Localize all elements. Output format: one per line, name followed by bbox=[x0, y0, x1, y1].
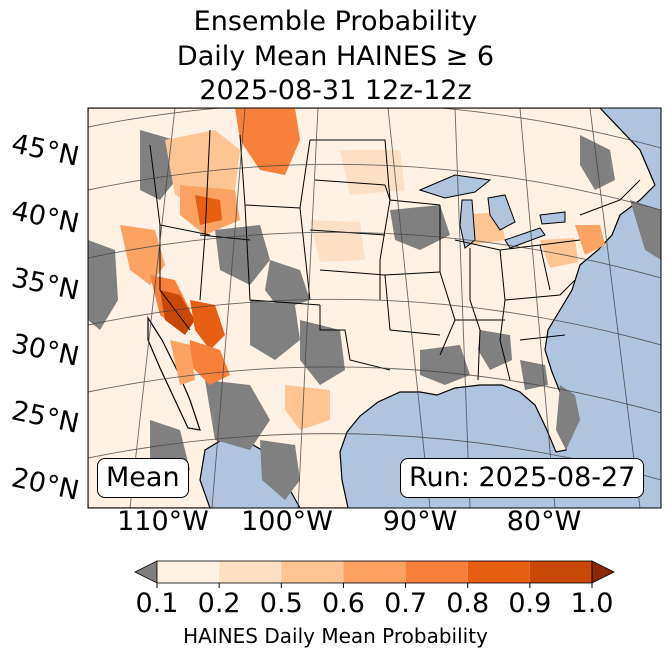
title-line-2: Daily Mean HAINES ≥ 6 bbox=[176, 41, 495, 72]
lake-superior bbox=[418, 174, 492, 199]
colorbar-over-arrow bbox=[591, 560, 615, 584]
lake-michigan bbox=[459, 199, 476, 249]
colorbar-segment bbox=[467, 561, 530, 583]
colorbar-tick-label: 0.1 bbox=[135, 588, 179, 619]
baja-peninsula bbox=[147, 315, 201, 431]
lon-label-100: 100°W bbox=[241, 506, 333, 537]
map-frame bbox=[87, 107, 662, 509]
colorbar-segment bbox=[219, 561, 282, 583]
run-label-box: Run: 2025-08-27 bbox=[400, 458, 645, 498]
colorbar-label: HAINES Daily Mean Probability bbox=[183, 624, 488, 648]
colorbar-segment bbox=[343, 561, 406, 583]
title-line-1: Ensemble Probability bbox=[193, 6, 478, 37]
colorbar-segment bbox=[281, 561, 344, 583]
colorbar-tick-label: 1.0 bbox=[570, 588, 614, 619]
colorbar-segment bbox=[529, 561, 592, 583]
colorbar bbox=[134, 560, 615, 588]
colorbar-tick-label: 0.9 bbox=[508, 588, 552, 619]
mean-label-box: Mean bbox=[97, 458, 189, 498]
colorbar-segment bbox=[405, 561, 468, 583]
colorbar-tick-label: 0.8 bbox=[446, 588, 490, 619]
title-line-3: 2025-08-31 12z-12z bbox=[199, 75, 472, 106]
lon-label-110: 110°W bbox=[117, 506, 209, 537]
colorbar-tick-label: 0.6 bbox=[321, 588, 365, 619]
colorbar-segment bbox=[157, 561, 220, 583]
lon-label-80: 80°W bbox=[506, 506, 582, 537]
colorbar-frame bbox=[156, 560, 593, 584]
colorbar-tick-label: 0.7 bbox=[384, 588, 428, 619]
colorbar-tick-label: 0.2 bbox=[197, 588, 241, 619]
colorbar-under-arrow bbox=[134, 560, 158, 584]
colorbar-tick-label: 0.5 bbox=[259, 588, 303, 619]
lon-label-90: 90°W bbox=[382, 506, 458, 537]
lake-huron bbox=[487, 194, 516, 231]
lake-ontario bbox=[539, 211, 566, 225]
